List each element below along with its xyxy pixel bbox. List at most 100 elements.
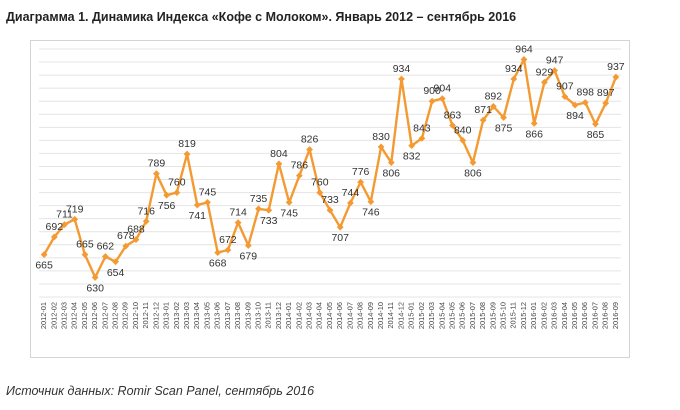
x-tick-label: 2015-10	[499, 302, 508, 329]
data-point	[469, 159, 477, 166]
x-tick-label: 2012-11	[141, 302, 150, 329]
x-tick-label: 2014-10	[376, 302, 385, 329]
data-point	[163, 191, 171, 199]
x-tick-label: 2012-05	[80, 302, 89, 329]
data-label: 907	[556, 81, 574, 93]
data-point	[306, 146, 313, 153]
data-label: 947	[546, 55, 564, 67]
x-tick-label: 2016-09	[611, 302, 620, 329]
data-label: 707	[331, 232, 349, 244]
chart-title: Диаграмма 1. Динамика Индекса «Кофе с Мо…	[6, 10, 517, 24]
data-point	[101, 253, 109, 260]
x-tick-label: 2014-09	[366, 302, 375, 329]
data-point	[326, 206, 334, 214]
data-label: 719	[66, 203, 84, 215]
data-point	[40, 251, 48, 258]
x-tick-label: 2012-03	[59, 302, 68, 329]
x-tick-label: 2015-02	[417, 302, 426, 329]
data-point	[479, 116, 487, 124]
data-label: 964	[515, 43, 533, 55]
data-point	[81, 251, 89, 258]
data-label: 898	[576, 87, 594, 99]
data-point	[489, 103, 497, 110]
data-label: 804	[270, 148, 288, 160]
x-tick-label: 2013-01	[162, 302, 171, 329]
data-label: 672	[219, 234, 237, 246]
x-tick-label: 2012-10	[131, 302, 140, 329]
x-tick-label: 2015-04	[437, 302, 446, 329]
data-point	[132, 236, 140, 243]
data-point	[255, 205, 262, 213]
data-label: 662	[97, 241, 115, 253]
data-point	[561, 93, 569, 101]
x-tick-label: 2016-01	[529, 302, 538, 329]
data-label: 744	[342, 187, 360, 199]
data-label: 866	[525, 128, 543, 140]
data-point	[91, 274, 99, 281]
data-point	[285, 198, 293, 206]
data-label: 934	[505, 63, 523, 75]
data-point	[612, 73, 620, 81]
x-tick-label: 2015-05	[447, 302, 456, 329]
data-label: 630	[86, 282, 104, 294]
data-label: 735	[250, 193, 268, 205]
x-tick-label: 2014-07	[345, 302, 354, 329]
x-tick-label: 2013-06	[213, 302, 222, 329]
data-label: 875	[495, 123, 513, 135]
data-point	[571, 101, 579, 109]
data-label: 789	[148, 158, 166, 170]
x-tick-label: 2016-04	[560, 302, 569, 329]
data-label: 678	[117, 230, 135, 242]
x-tick-label: 2013-03	[182, 302, 191, 329]
chart-frame: 665 692 711 719 665 630 662 654 678 688 716 789 756 7…	[30, 40, 630, 358]
data-point	[428, 97, 436, 105]
data-label: 843	[413, 122, 431, 134]
data-label: 826	[301, 134, 319, 146]
data-point	[520, 56, 528, 63]
data-label: 745	[199, 186, 217, 198]
data-point	[265, 206, 273, 214]
x-tick-label: 2013-12	[274, 302, 283, 329]
data-point	[541, 78, 548, 86]
x-tick-label: 2016-07	[590, 302, 599, 329]
x-tick-label: 2013-04	[192, 302, 201, 329]
data-point	[398, 75, 405, 83]
x-tick-label: 2014-08	[356, 302, 365, 329]
data-point	[530, 120, 538, 127]
data-label: 832	[403, 151, 421, 163]
data-point	[500, 114, 507, 121]
x-tick-label: 2015-09	[488, 302, 497, 329]
x-tick-label: 2015-01	[407, 302, 416, 329]
data-label: 937	[607, 61, 625, 73]
data-point	[367, 198, 375, 206]
data-point	[316, 189, 324, 196]
data-label: 894	[566, 110, 584, 122]
data-label: 865	[587, 129, 605, 141]
data-label: 665	[76, 239, 94, 251]
data-label: 840	[454, 124, 472, 136]
data-point	[204, 198, 211, 206]
data-label: 733	[260, 215, 278, 227]
data-label: 934	[393, 63, 411, 75]
data-point	[50, 233, 58, 241]
data-label: 863	[444, 109, 462, 121]
data-label: 692	[46, 221, 64, 233]
data-source-note: Источник данных: Romir Scan Panel, сентя…	[6, 384, 315, 398]
data-label: 746	[362, 207, 380, 219]
data-point	[224, 246, 232, 254]
data-label: 806	[464, 168, 482, 180]
x-tick-label: 2016-06	[580, 302, 589, 329]
data-label: 760	[168, 177, 186, 189]
x-tick-label: 2013-08	[233, 302, 242, 329]
data-label: 897	[597, 87, 615, 99]
data-point	[112, 258, 119, 266]
data-label: 688	[127, 224, 145, 236]
x-tick-label: 2014-01	[284, 302, 293, 329]
data-point	[244, 242, 252, 249]
data-label: 756	[158, 200, 176, 212]
data-label: 871	[474, 104, 492, 116]
data-point	[449, 121, 456, 129]
data-point	[234, 219, 242, 226]
data-point	[347, 199, 354, 207]
